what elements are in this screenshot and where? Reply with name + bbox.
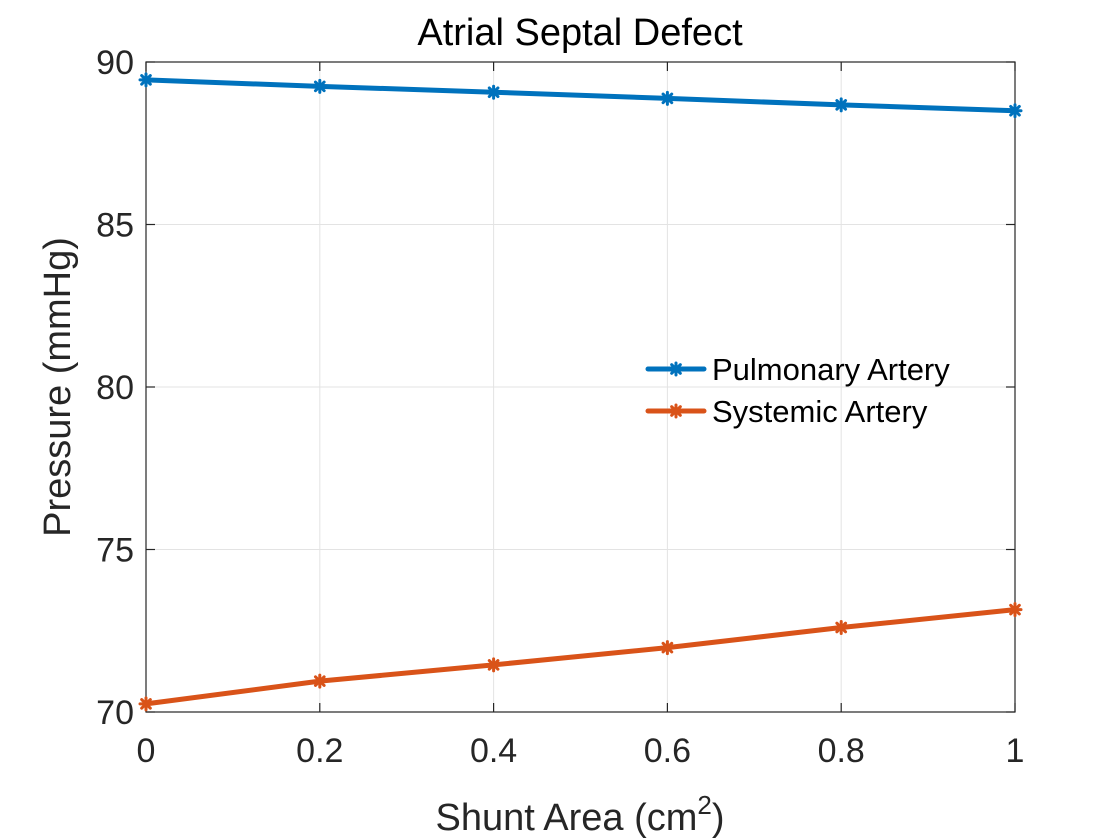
y-axis-title: Pressure (mmHg) (37, 237, 79, 537)
y-tick-label: 90 (96, 44, 134, 82)
x-tick-label: 0.6 (644, 732, 691, 770)
x-tick-label: 0.8 (818, 732, 865, 770)
data-point-systemic-artery (486, 657, 502, 673)
y-tick-label: 80 (96, 369, 134, 407)
legend-marker-systemic-artery (668, 403, 684, 419)
data-point-systemic-artery (1007, 602, 1023, 618)
x-axis-title-superscript: 2 (697, 790, 711, 820)
data-point-pulmonary-artery (833, 97, 849, 113)
x-axis-title-suffix: ) (712, 797, 725, 839)
y-tick-label: 70 (96, 694, 134, 732)
legend-label-systemic-artery: Systemic Artery (712, 394, 928, 429)
legend-label-pulmonary-artery: Pulmonary Artery (712, 352, 950, 387)
x-axis-title-main: Shunt Area (cm (435, 797, 697, 839)
data-point-pulmonary-artery (1007, 103, 1023, 119)
series-line-pulmonary-artery (143, 77, 1018, 114)
data-point-pulmonary-artery (138, 72, 154, 88)
data-point-systemic-artery (312, 673, 328, 689)
x-tick-label: 0.4 (470, 732, 517, 770)
x-tick-label: 0 (137, 732, 156, 770)
data-point-pulmonary-artery (312, 78, 328, 94)
y-tick-label: 85 (96, 207, 134, 245)
axis-ticks: 0 0.2 0.4 0.6 0.8 1 70 75 80 85 90 (96, 44, 1024, 770)
y-tick-label: 75 (96, 532, 134, 570)
x-tick-label: 0.2 (296, 732, 343, 770)
x-tick-label: 1 (1006, 732, 1025, 770)
data-point-pulmonary-artery (659, 90, 675, 106)
data-point-pulmonary-artery (486, 84, 502, 100)
x-axis-title: Shunt Area (cm2) (435, 790, 724, 839)
data-point-systemic-artery (833, 620, 849, 635)
series-line-systemic-artery (143, 607, 1018, 707)
data-point-systemic-artery (659, 640, 675, 656)
legend-marker-pulmonary-artery (668, 361, 684, 377)
legend: Pulmonary Artery Systemic Artery (645, 352, 950, 429)
chart-title: Atrial Septal Defect (417, 12, 743, 54)
data-point-systemic-artery (138, 696, 154, 712)
series-layer (138, 72, 1023, 712)
